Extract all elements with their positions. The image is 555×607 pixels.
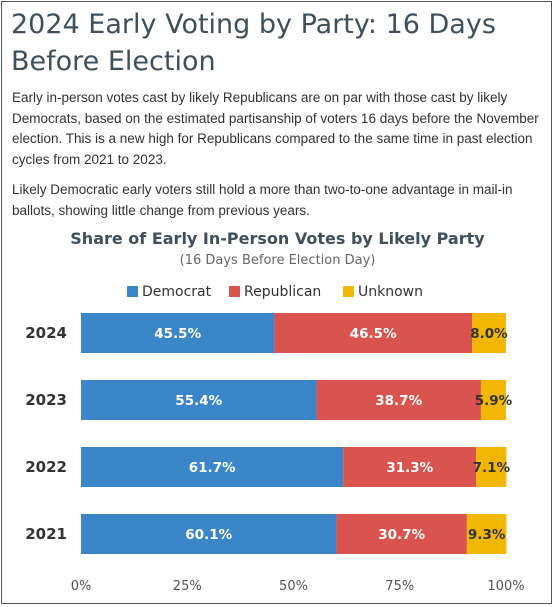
- data-label-unknown-2022: 7.1%: [473, 460, 511, 476]
- bar-unknown-2023: [480, 380, 506, 420]
- chart-subtitle: (16 Days Before Election Day): [179, 253, 376, 268]
- data-label-unknown-2023: 5.9%: [475, 393, 513, 409]
- x-tick-label-100: 100%: [487, 579, 524, 594]
- data-label-republican-2023: 38.7%: [375, 393, 422, 409]
- legend-swatch-democrat: [127, 286, 138, 297]
- chart-title: Share of Early In-Person Votes by Likely…: [70, 229, 485, 248]
- x-tick-label-0: 0%: [71, 579, 92, 594]
- bar-republican-2023: [316, 380, 481, 420]
- intro-paragraph: Early in-person votes cast by likely Rep…: [12, 90, 539, 167]
- bar-democrat-2023: [81, 380, 317, 420]
- data-label-democrat-2024: 45.5%: [154, 326, 201, 342]
- page-title: 2024 Early Voting by Party: 16 Days Befo…: [11, 9, 496, 77]
- bar-unknown-2022: [476, 447, 507, 487]
- stacked-bar-chart: Democrat Republican Unknown 2024 45.5% 46.5% 8…: [25, 284, 524, 594]
- bar-republican-2024: [274, 313, 472, 353]
- data-label-democrat-2021: 60.1%: [185, 527, 232, 543]
- data-label-unknown-2021: 9.3%: [468, 527, 506, 543]
- bar-democrat-2021: [81, 514, 337, 554]
- bar-republican-2021: [336, 514, 467, 554]
- legend-label-democrat: Democrat: [142, 284, 212, 300]
- category-label-2021: 2021: [25, 525, 67, 543]
- legend-swatch-republican: [229, 286, 240, 297]
- data-label-republican-2024: 46.5%: [350, 326, 397, 342]
- x-tick-label-75: 75%: [385, 579, 414, 594]
- data-label-democrat-2022: 61.7%: [189, 460, 236, 476]
- data-label-democrat-2023: 55.4%: [175, 393, 222, 409]
- data-label-unknown-2024: 8.0%: [470, 326, 508, 342]
- bar-democrat-2022: [81, 447, 344, 487]
- bar-unknown-2021: [466, 514, 507, 554]
- category-label-2022: 2022: [25, 458, 67, 476]
- bar-unknown-2024: [472, 313, 506, 353]
- legend-swatch-unknown: [343, 286, 354, 297]
- category-label-2024: 2024: [25, 324, 67, 342]
- x-tick-label-25: 25%: [173, 579, 202, 594]
- category-label-2023: 2023: [25, 391, 67, 409]
- legend-label-republican: Republican: [244, 284, 321, 300]
- data-label-republican-2022: 31.3%: [386, 460, 433, 476]
- bar-republican-2022: [343, 447, 477, 487]
- bar-democrat-2024: [81, 313, 275, 353]
- legend-label-unknown: Unknown: [358, 284, 423, 300]
- data-label-republican-2021: 30.7%: [378, 527, 425, 543]
- mail-in-paragraph: Likely Democratic early voters still hol…: [12, 182, 513, 218]
- x-tick-label-50: 50%: [279, 579, 308, 594]
